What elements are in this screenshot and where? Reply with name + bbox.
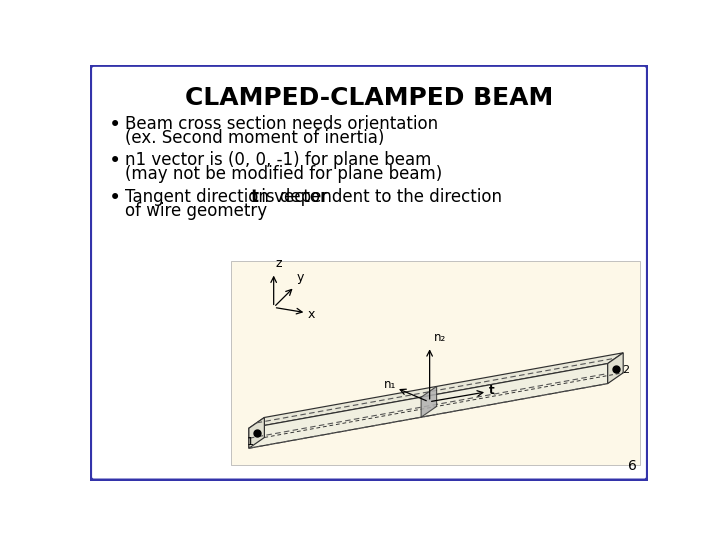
Text: Tangent direction vector: Tangent direction vector [125, 188, 332, 206]
Text: •: • [109, 151, 122, 171]
Text: CLAMPED-CLAMPED BEAM: CLAMPED-CLAMPED BEAM [185, 86, 553, 110]
Polygon shape [249, 417, 264, 448]
FancyBboxPatch shape [90, 65, 648, 481]
Text: t: t [490, 384, 495, 397]
Text: 6: 6 [629, 459, 637, 473]
Text: Beam cross section needs orientation: Beam cross section needs orientation [125, 115, 438, 133]
Polygon shape [608, 353, 624, 383]
Text: •: • [109, 115, 122, 135]
Text: (may not be modified for plane beam): (may not be modified for plane beam) [125, 165, 442, 183]
Text: of wire geometry: of wire geometry [125, 202, 267, 220]
Text: •: • [109, 188, 122, 208]
Text: (ex. Second moment of inertia): (ex. Second moment of inertia) [125, 129, 384, 147]
Polygon shape [249, 353, 624, 428]
Polygon shape [249, 363, 608, 448]
Text: is dependent to the direction: is dependent to the direction [256, 188, 503, 206]
Text: n₁: n₁ [384, 379, 396, 392]
Text: n1 vector is (0, 0, -1) for plane beam: n1 vector is (0, 0, -1) for plane beam [125, 151, 431, 169]
Text: x: x [307, 308, 315, 321]
Text: t: t [251, 188, 258, 206]
Polygon shape [421, 387, 436, 417]
Text: n₂: n₂ [433, 331, 446, 344]
Bar [231, 261, 640, 465]
Text: z: z [275, 256, 282, 269]
Text: y: y [296, 271, 304, 284]
Text: 2: 2 [621, 365, 629, 375]
Text: 1: 1 [247, 437, 254, 448]
